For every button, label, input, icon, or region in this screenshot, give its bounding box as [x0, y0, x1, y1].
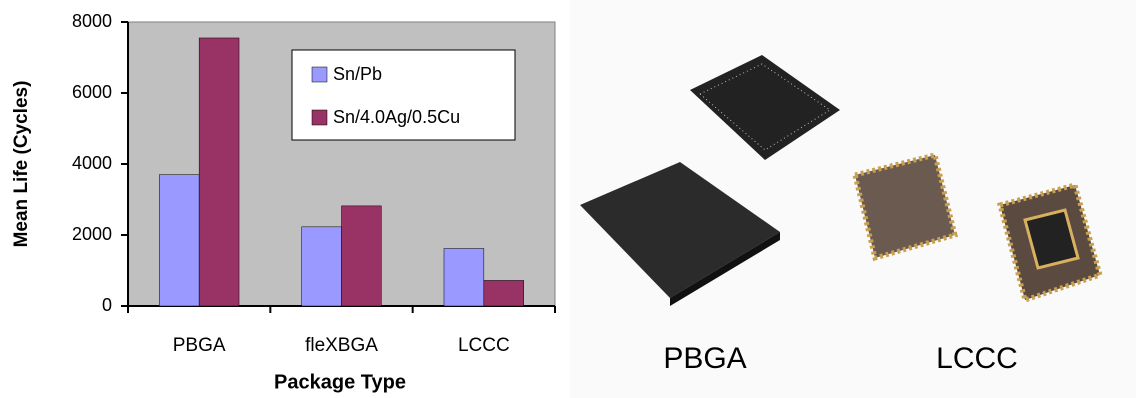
legend-swatch: [312, 110, 327, 125]
bar: [159, 175, 199, 306]
photo-label: LCCC: [936, 342, 1018, 375]
legend-swatch: [312, 67, 327, 82]
bar: [199, 38, 239, 306]
legend-label: Sn/Pb: [333, 64, 382, 84]
y-tick-label: 2000: [72, 224, 112, 244]
legend-label: Sn/4.0Ag/0.5Cu: [333, 107, 460, 127]
x-tick-label: PBGA: [173, 335, 226, 356]
y-tick-label: 0: [102, 295, 112, 315]
photo-label: PBGA: [663, 342, 746, 375]
photos: PBGA LCCC: [570, 0, 1136, 398]
x-tick-label: LCCC: [458, 335, 510, 356]
bar: [342, 206, 382, 306]
x-tick-label: fleXBGA: [305, 335, 378, 356]
bar: [484, 280, 524, 306]
x-axis-label: Package Type: [274, 371, 406, 393]
page: PBGA LCCC Package Type Mean Life (Cycles…: [0, 0, 1136, 398]
y-tick-label: 6000: [72, 82, 112, 102]
bar: [302, 227, 342, 306]
bar: [444, 248, 484, 306]
y-tick-label: 8000: [72, 11, 112, 31]
y-axis-label: Mean Life (Cycles): [11, 81, 32, 248]
y-tick-label: 4000: [72, 153, 112, 173]
